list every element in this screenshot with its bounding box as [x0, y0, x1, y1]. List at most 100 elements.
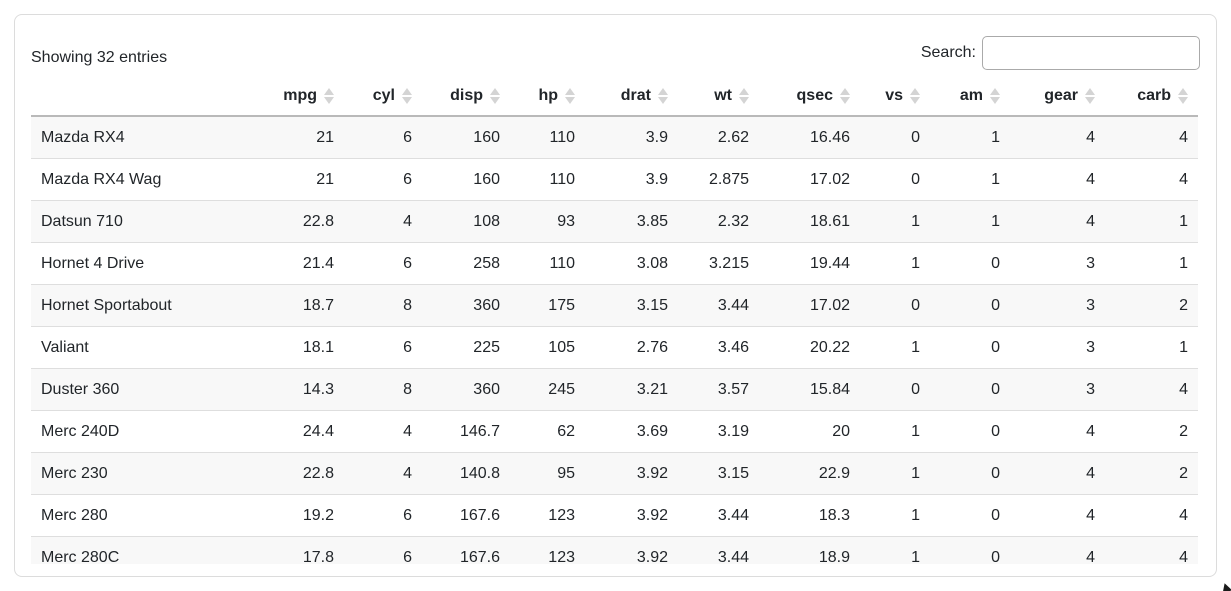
- value-cell: 2.62: [678, 116, 759, 159]
- value-cell: 3: [1010, 326, 1105, 369]
- value-cell: 3.92: [585, 536, 678, 564]
- value-cell: 18.7: [254, 284, 344, 327]
- column-header-drat[interactable]: drat: [585, 83, 678, 117]
- column-label: carb: [1137, 87, 1171, 104]
- value-cell: 3.92: [585, 452, 678, 495]
- sort-both-icon: [490, 87, 500, 104]
- column-header-gear[interactable]: gear: [1010, 83, 1105, 117]
- sort-both-icon: [1178, 87, 1188, 104]
- table-row: Merc 230 22.8 4 140.8 95 3.92 3.15 22.9 1 0 4 2: [31, 452, 1198, 495]
- value-cell: 3.15: [678, 452, 759, 495]
- value-cell: 4: [1010, 410, 1105, 453]
- value-cell: 160: [422, 158, 510, 201]
- sort-both-icon: [324, 87, 334, 104]
- value-cell: 4: [1010, 158, 1105, 201]
- value-cell: 123: [510, 494, 585, 537]
- value-cell: 8: [344, 284, 422, 327]
- value-cell: 0: [930, 326, 1010, 369]
- value-cell: 140.8: [422, 452, 510, 495]
- table-row: Merc 280 19.2 6 167.6 123 3.92 3.44 18.3 1 0 4 4: [31, 494, 1198, 537]
- value-cell: 3.19: [678, 410, 759, 453]
- sort-both-icon: [402, 87, 412, 104]
- value-cell: 175: [510, 284, 585, 327]
- table-header-row: mpg cyl disp hp drat wt qsec vs am gear carb: [31, 83, 1198, 117]
- value-cell: 4: [344, 200, 422, 243]
- search-label: Search:: [920, 44, 976, 61]
- value-cell: 21: [254, 158, 344, 201]
- sort-both-icon: [1085, 87, 1095, 104]
- value-cell: 3.44: [678, 494, 759, 537]
- value-cell: 1: [860, 452, 930, 495]
- value-cell: 15.84: [759, 368, 860, 411]
- column-header-mpg[interactable]: mpg: [254, 83, 344, 117]
- value-cell: 62: [510, 410, 585, 453]
- value-cell: 1: [860, 242, 930, 285]
- value-cell: 17.02: [759, 158, 860, 201]
- value-cell: 1: [860, 494, 930, 537]
- table-row: Mazda RX4 21 6 160 110 3.9 2.62 16.46 0 1 4 4: [31, 116, 1198, 159]
- value-cell: 18.3: [759, 494, 860, 537]
- column-header-am[interactable]: am: [930, 83, 1010, 117]
- value-cell: 167.6: [422, 494, 510, 537]
- column-header-disp[interactable]: disp: [422, 83, 510, 117]
- column-header-vs[interactable]: vs: [860, 83, 930, 117]
- column-header-carb[interactable]: carb: [1105, 83, 1198, 117]
- mouse-cursor-artifact: [1219, 581, 1231, 591]
- value-cell: 0: [860, 284, 930, 327]
- value-cell: 21: [254, 116, 344, 159]
- value-cell: 0: [860, 368, 930, 411]
- column-label: mpg: [283, 87, 317, 104]
- value-cell: 1: [860, 410, 930, 453]
- value-cell: 21.4: [254, 242, 344, 285]
- value-cell: 225: [422, 326, 510, 369]
- value-cell: 105: [510, 326, 585, 369]
- value-cell: 6: [344, 326, 422, 369]
- row-name-cell: Merc 240D: [31, 410, 254, 453]
- value-cell: 108: [422, 200, 510, 243]
- value-cell: 16.46: [759, 116, 860, 159]
- column-label: hp: [538, 87, 558, 104]
- sort-both-icon: [910, 87, 920, 104]
- column-label: vs: [885, 87, 903, 104]
- value-cell: 0: [930, 242, 1010, 285]
- column-header-qsec[interactable]: qsec: [759, 83, 860, 117]
- value-cell: 4: [1105, 494, 1198, 537]
- value-cell: 19.44: [759, 242, 860, 285]
- row-name-cell: Merc 280: [31, 494, 254, 537]
- value-cell: 6: [344, 116, 422, 159]
- value-cell: 3.69: [585, 410, 678, 453]
- table-scroll-region[interactable]: mpg cyl disp hp drat wt qsec vs am gear carb Mazda…: [31, 83, 1198, 564]
- value-cell: 95: [510, 452, 585, 495]
- value-cell: 3.9: [585, 116, 678, 159]
- table-toolbar: Showing 32 entries Search:: [31, 35, 1200, 75]
- value-cell: 3.46: [678, 326, 759, 369]
- value-cell: 0: [860, 116, 930, 159]
- value-cell: 3.08: [585, 242, 678, 285]
- sort-both-icon: [990, 87, 1000, 104]
- sort-both-icon: [840, 87, 850, 104]
- value-cell: 4: [1010, 116, 1105, 159]
- row-name-cell: Duster 360: [31, 368, 254, 411]
- column-label: wt: [714, 87, 732, 104]
- value-cell: 3.44: [678, 536, 759, 564]
- value-cell: 4: [344, 410, 422, 453]
- value-cell: 1: [930, 200, 1010, 243]
- value-cell: 2: [1105, 284, 1198, 327]
- value-cell: 360: [422, 284, 510, 327]
- row-name-cell: Merc 230: [31, 452, 254, 495]
- sort-both-icon: [739, 87, 749, 104]
- value-cell: 4: [1010, 494, 1105, 537]
- search-input[interactable]: [982, 36, 1200, 70]
- column-header-hp[interactable]: hp: [510, 83, 585, 117]
- value-cell: 258: [422, 242, 510, 285]
- value-cell: 3.215: [678, 242, 759, 285]
- column-label: qsec: [796, 87, 833, 104]
- column-header-cyl[interactable]: cyl: [344, 83, 422, 117]
- column-header-wt[interactable]: wt: [678, 83, 759, 117]
- value-cell: 110: [510, 116, 585, 159]
- value-cell: 6: [344, 536, 422, 564]
- value-cell: 3: [1010, 284, 1105, 327]
- value-cell: 18.1: [254, 326, 344, 369]
- column-label: cyl: [372, 87, 395, 104]
- table-row: Hornet Sportabout 18.7 8 360 175 3.15 3.44 17.0…: [31, 284, 1198, 327]
